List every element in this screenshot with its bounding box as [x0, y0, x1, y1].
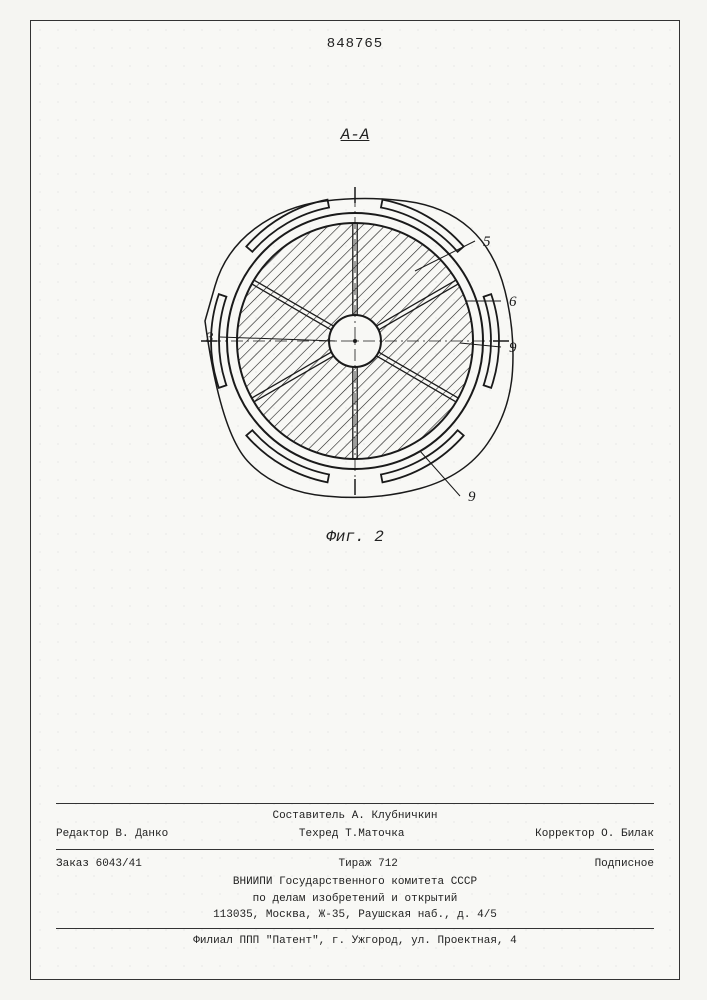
patent-number: 848765 — [327, 36, 383, 52]
page-frame: 848765 A-A 3 5 6 9 9 Фиг. 2 Составитель А. К… — [30, 20, 680, 980]
footer-order: Заказ 6043/41 — [56, 856, 142, 873]
footer-line3: 113035, Москва, Ж-35, Раушская наб., д. … — [56, 907, 654, 924]
footer-techred: Техред Т.Маточка — [299, 826, 405, 843]
footer-corrector: Корректор О. Билак — [535, 826, 654, 843]
svg-text:6: 6 — [509, 294, 517, 310]
diagram-figure-2: A-A 35699 Фиг. 2 — [165, 151, 545, 531]
footer-line2: по делам изобретений и открытий — [56, 891, 654, 908]
svg-text:3: 3 — [205, 330, 214, 346]
section-label: A-A — [341, 126, 370, 144]
svg-text:5: 5 — [483, 234, 491, 250]
svg-text:9: 9 — [509, 340, 517, 356]
figure-label: Фиг. 2 — [326, 528, 384, 546]
footer-podpisnoe: Подписное — [595, 856, 654, 873]
diagram-svg: 3 5 6 9 9 — [165, 151, 545, 531]
footer-tirazh: Тираж 712 — [338, 856, 397, 873]
footer-block: Составитель А. Клубничкин Редактор В. Да… — [56, 799, 654, 950]
footer-filial: Филиал ППП "Патент", г. Ужгород, ул. Про… — [56, 933, 654, 950]
footer-editor: Редактор В. Данко — [56, 826, 168, 843]
footer-compiler: Составитель А. Клубничкин — [56, 808, 654, 825]
svg-text:9: 9 — [468, 489, 476, 505]
footer-line1: ВНИИПИ Государственного комитета СССР — [56, 874, 654, 891]
